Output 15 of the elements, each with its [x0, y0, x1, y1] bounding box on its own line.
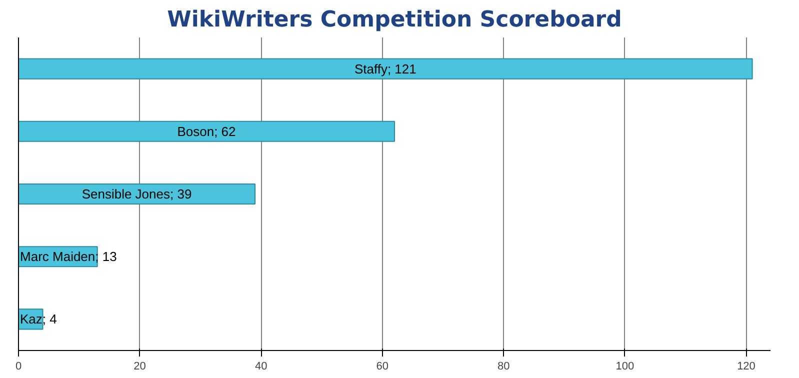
x-tick-label: 40: [254, 360, 268, 372]
x-tick-label: 120: [737, 360, 756, 372]
x-tick-label: 60: [376, 360, 389, 372]
data-label: Boson; 62: [177, 124, 236, 139]
data-label: Staffy; 121: [354, 61, 416, 76]
data-label: Marc Maiden; 13: [20, 249, 117, 264]
x-tick-label: 20: [134, 360, 146, 372]
data-label: Sensible Jones; 39: [82, 186, 192, 202]
bar: [18, 58, 753, 80]
chart-title: WikiWriters Competition Scoreboard: [167, 8, 622, 32]
bar: [18, 120, 395, 142]
x-tick-label: 80: [498, 360, 510, 372]
bar: [18, 183, 256, 205]
x-tick-label: 100: [616, 360, 634, 372]
x-tick-label: 0: [15, 360, 22, 372]
